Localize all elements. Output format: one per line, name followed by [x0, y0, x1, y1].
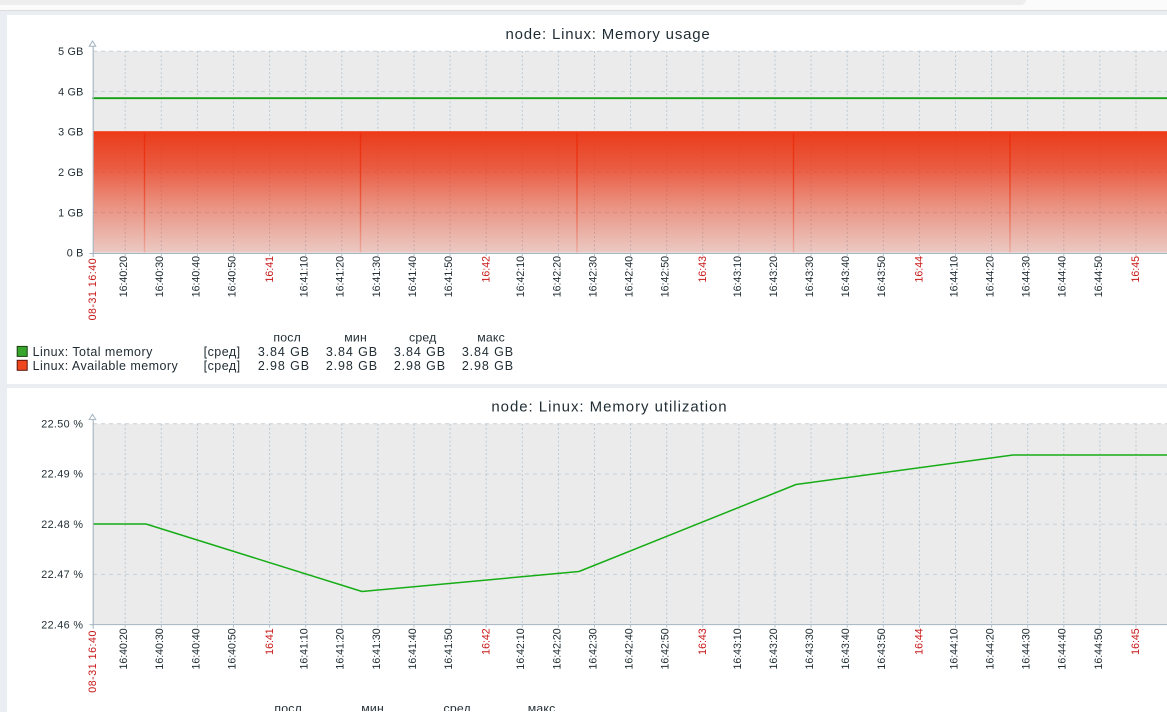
svg-text:16:45: 16:45	[1130, 628, 1142, 655]
svg-text:3.84 GB: 3.84 GB	[326, 345, 378, 359]
svg-text:16:43:10: 16:43:10	[732, 628, 744, 669]
svg-text:16:40:20: 16:40:20	[118, 628, 130, 669]
svg-text:4 GB: 4 GB	[58, 86, 83, 98]
svg-text:16:40:20: 16:40:20	[118, 256, 130, 297]
svg-text:16:44:50: 16:44:50	[1093, 256, 1105, 297]
svg-text:0 B: 0 B	[67, 248, 84, 260]
svg-text:16:41:40: 16:41:40	[407, 628, 419, 669]
svg-text:16:44:40: 16:44:40	[1057, 256, 1069, 297]
svg-text:3.84 GB: 3.84 GB	[394, 345, 446, 359]
svg-text:16:44:10: 16:44:10	[948, 628, 960, 669]
svg-text:16:43:50: 16:43:50	[876, 628, 888, 669]
svg-text:макс: макс	[477, 331, 505, 345]
svg-text:16:43:40: 16:43:40	[840, 628, 852, 669]
svg-text:2.98 GB: 2.98 GB	[394, 359, 446, 373]
svg-text:16:43:20: 16:43:20	[768, 256, 780, 297]
svg-text:16:44: 16:44	[914, 256, 926, 283]
svg-text:16:44:40: 16:44:40	[1057, 628, 1069, 669]
svg-text:16:43:30: 16:43:30	[804, 628, 816, 669]
svg-text:16:41:30: 16:41:30	[371, 628, 383, 669]
svg-text:2.98 GB: 2.98 GB	[462, 359, 514, 373]
svg-text:16:42:40: 16:42:40	[624, 628, 636, 669]
svg-text:16:44:20: 16:44:20	[985, 628, 997, 669]
svg-text:16:43: 16:43	[697, 256, 709, 283]
svg-text:22.49 %: 22.49 %	[41, 469, 83, 481]
svg-text:3 GB: 3 GB	[58, 127, 83, 139]
svg-text:2 GB: 2 GB	[58, 167, 83, 179]
svg-text:16:42:10: 16:42:10	[515, 628, 527, 669]
svg-text:2.98 GB: 2.98 GB	[326, 359, 378, 373]
svg-text:16:43:10: 16:43:10	[732, 256, 744, 297]
svg-text:Linux: Total memory: Linux: Total memory	[33, 345, 153, 359]
svg-text:16:41: 16:41	[264, 256, 276, 283]
svg-text:16:41:10: 16:41:10	[299, 256, 311, 297]
svg-text:16:44:30: 16:44:30	[1021, 628, 1033, 669]
svg-text:16:42:30: 16:42:30	[587, 256, 599, 297]
svg-text:1 GB: 1 GB	[58, 207, 83, 219]
svg-text:node: Linux: Memory usage: node: Linux: Memory usage	[505, 26, 710, 43]
svg-text:мин: мин	[344, 331, 367, 345]
svg-text:16:42:10: 16:42:10	[515, 256, 527, 297]
svg-text:2.98 GB: 2.98 GB	[258, 359, 310, 373]
svg-text:5 GB: 5 GB	[58, 46, 83, 58]
svg-text:16:44:20: 16:44:20	[985, 256, 997, 297]
svg-text:16:44:10: 16:44:10	[948, 256, 960, 297]
svg-text:16:42:20: 16:42:20	[551, 628, 563, 669]
svg-text:16:40:50: 16:40:50	[226, 628, 238, 669]
svg-text:16:42:50: 16:42:50	[660, 628, 672, 669]
svg-text:16:43:50: 16:43:50	[876, 256, 888, 297]
svg-text:16:41:40: 16:41:40	[407, 256, 419, 297]
svg-text:16:42:20: 16:42:20	[551, 256, 563, 297]
svg-text:16:41:20: 16:41:20	[335, 256, 347, 297]
svg-text:16:44:50: 16:44:50	[1093, 628, 1105, 669]
svg-text:22.46 %: 22.46 %	[41, 619, 83, 631]
svg-text:16:42: 16:42	[480, 628, 492, 655]
svg-text:22.50 %: 22.50 %	[41, 419, 83, 431]
svg-text:16:41:10: 16:41:10	[299, 628, 311, 669]
svg-text:3.84 GB: 3.84 GB	[258, 345, 310, 359]
svg-text:16:45: 16:45	[1130, 256, 1142, 283]
svg-text:16:41:50: 16:41:50	[443, 628, 455, 669]
svg-text:16:40:30: 16:40:30	[154, 256, 166, 297]
svg-text:макс: макс	[528, 702, 556, 711]
svg-text:08-31 16:40: 08-31 16:40	[87, 630, 99, 693]
svg-text:посл: посл	[273, 331, 301, 345]
svg-text:16:43: 16:43	[697, 628, 709, 655]
svg-text:16:44: 16:44	[914, 628, 926, 655]
svg-text:16:42: 16:42	[480, 256, 492, 283]
svg-text:16:43:30: 16:43:30	[804, 256, 816, 297]
svg-text:16:41:20: 16:41:20	[335, 628, 347, 669]
svg-text:сред: сред	[409, 331, 437, 345]
svg-text:Linux: Available memory: Linux: Available memory	[33, 359, 179, 373]
svg-text:08-31 16:40: 08-31 16:40	[87, 258, 99, 321]
svg-text:16:42:30: 16:42:30	[587, 628, 599, 669]
svg-text:16:42:50: 16:42:50	[660, 256, 672, 297]
svg-text:мин: мин	[361, 702, 384, 711]
svg-text:22.47 %: 22.47 %	[41, 569, 83, 581]
svg-text:16:43:20: 16:43:20	[768, 628, 780, 669]
svg-text:22.48 %: 22.48 %	[41, 519, 83, 531]
svg-text:сред: сред	[443, 702, 471, 711]
svg-text:16:40:40: 16:40:40	[190, 256, 202, 297]
svg-text:16:44:30: 16:44:30	[1021, 256, 1033, 297]
svg-text:[сред]: [сред]	[204, 345, 241, 359]
svg-text:[сред]: [сред]	[204, 359, 241, 373]
svg-text:node: Linux: Memory utilizatio: node: Linux: Memory utilization	[491, 399, 727, 416]
svg-text:16:40:40: 16:40:40	[190, 628, 202, 669]
svg-text:3.84 GB: 3.84 GB	[462, 345, 514, 359]
svg-text:16:42:40: 16:42:40	[624, 256, 636, 297]
svg-text:16:40:30: 16:40:30	[154, 628, 166, 669]
svg-text:16:41: 16:41	[264, 628, 276, 655]
svg-text:посл: посл	[274, 702, 302, 711]
svg-text:16:41:30: 16:41:30	[371, 256, 383, 297]
svg-text:16:43:40: 16:43:40	[840, 256, 852, 297]
svg-text:16:41:50: 16:41:50	[443, 256, 455, 297]
svg-text:16:40:50: 16:40:50	[226, 256, 238, 297]
